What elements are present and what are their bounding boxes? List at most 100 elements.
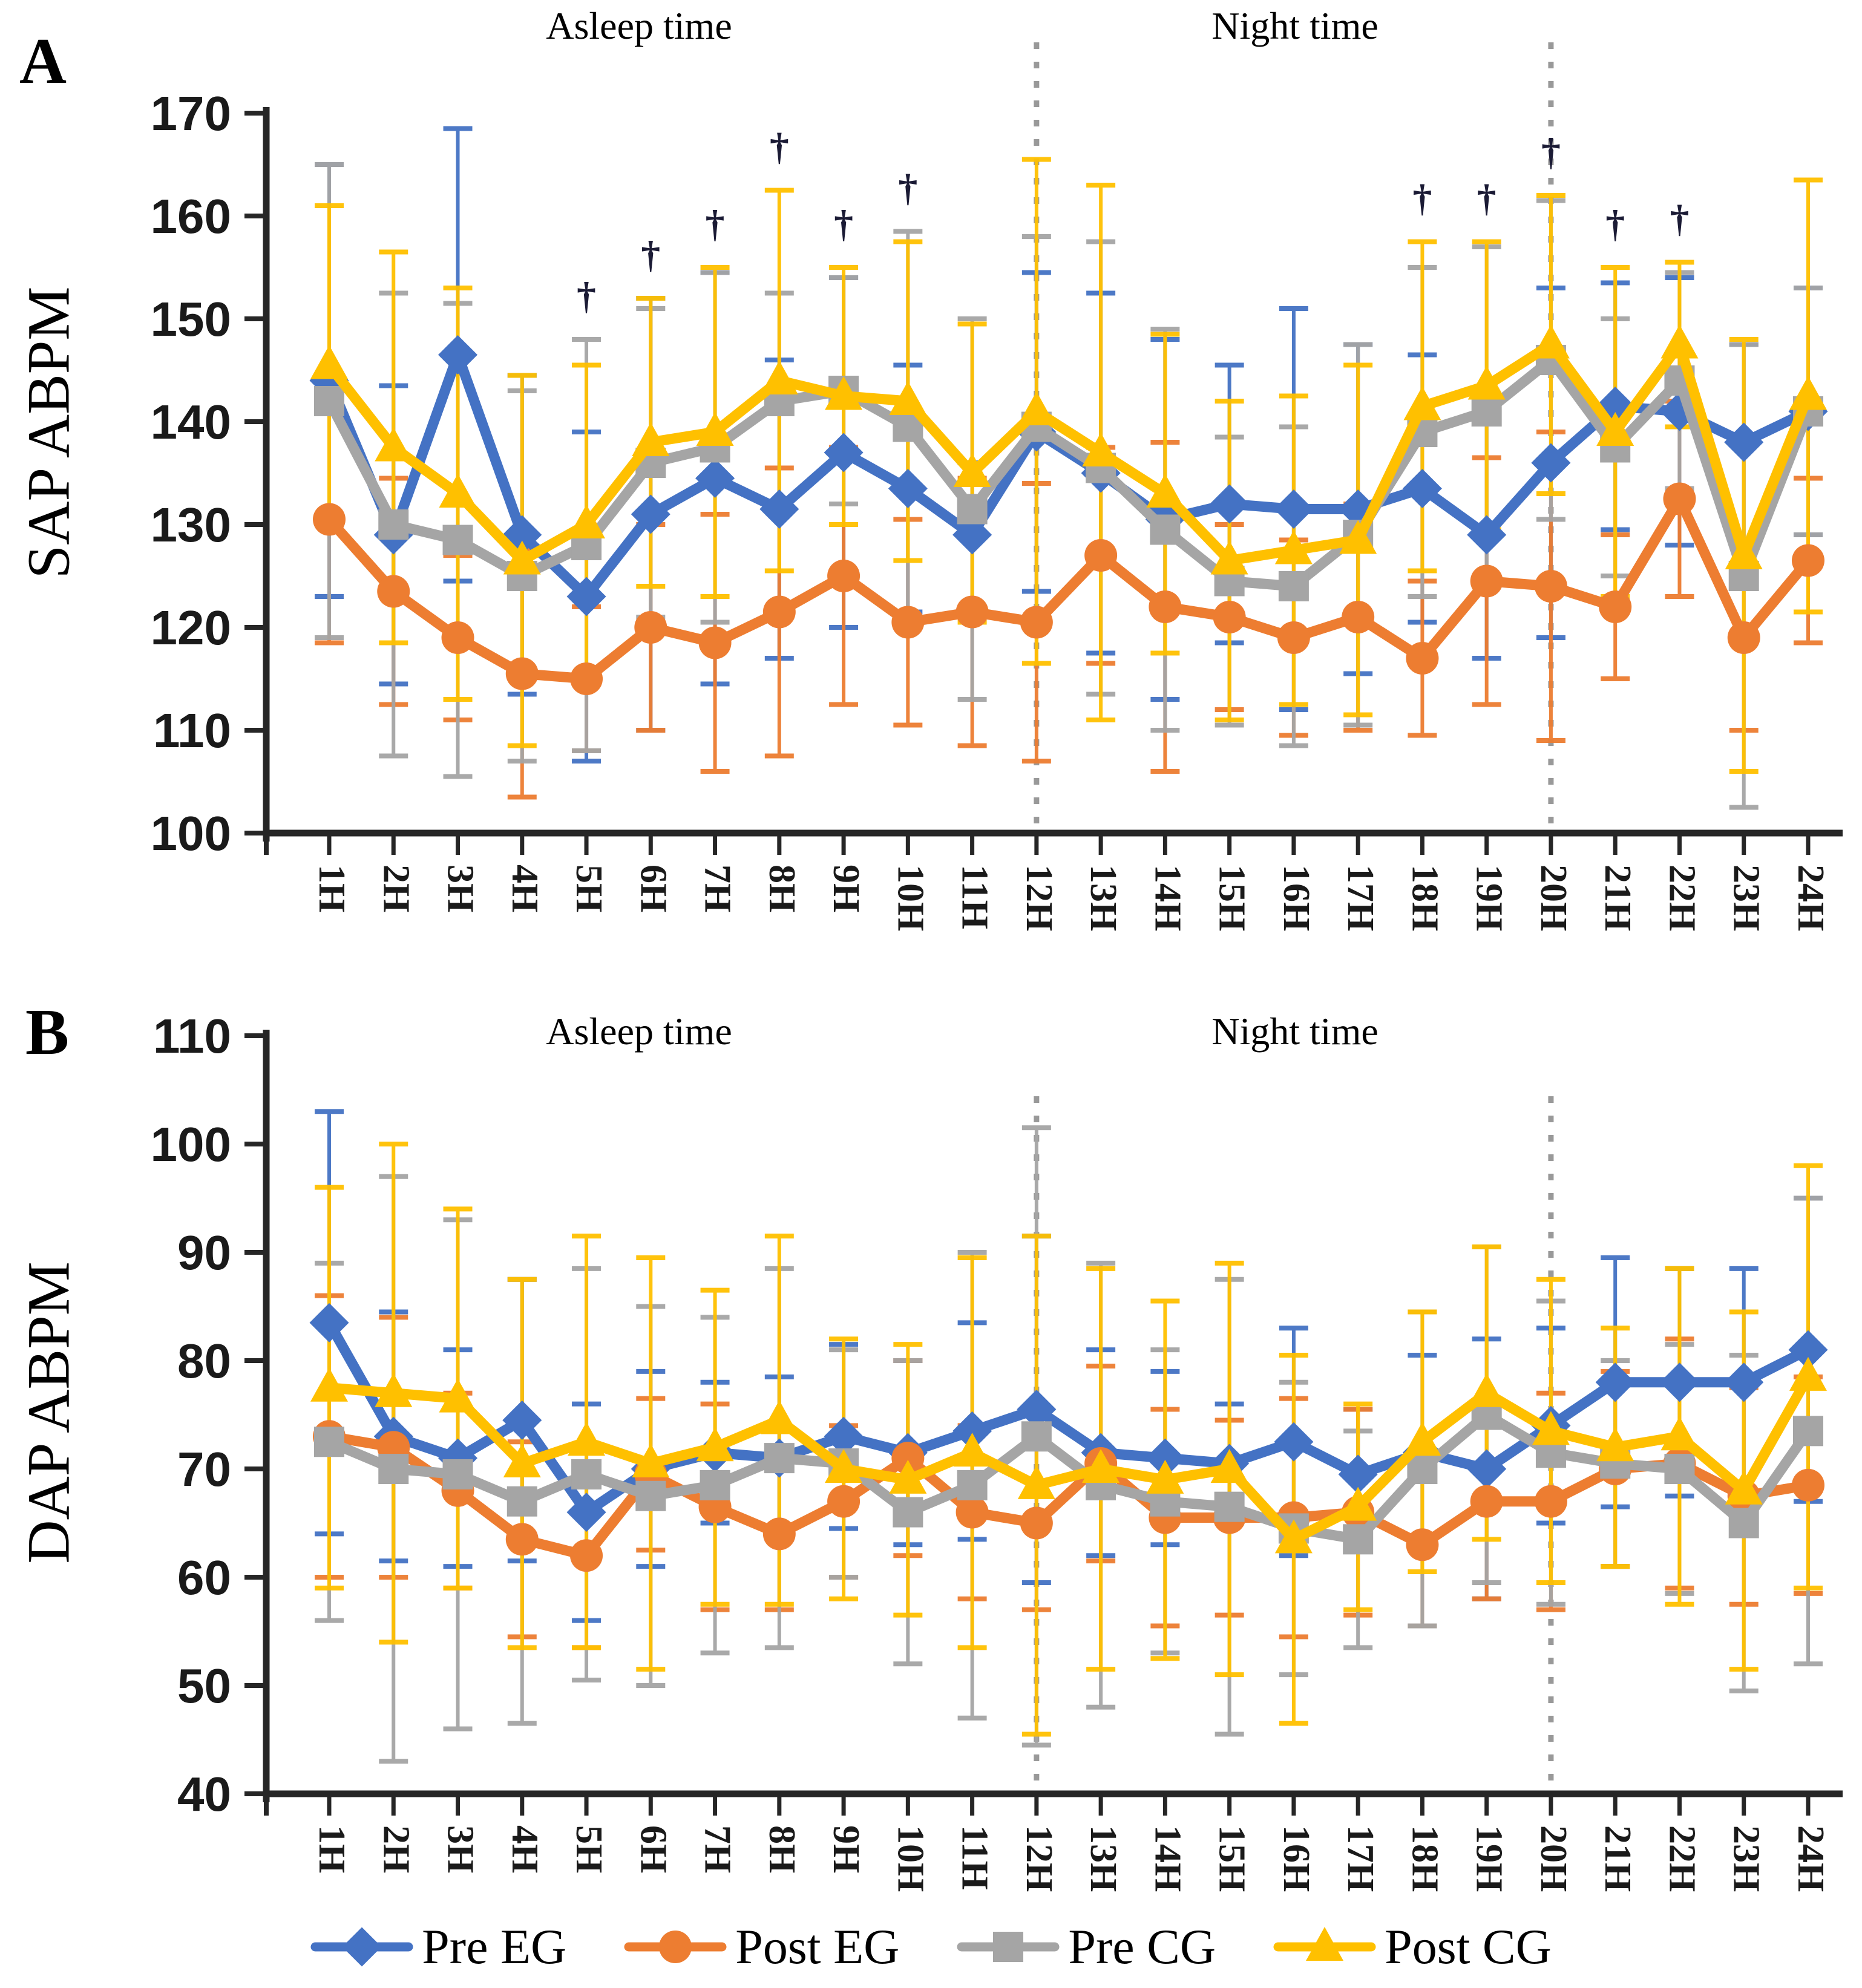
marker-triangle-post-cg-3H xyxy=(439,474,477,508)
legend-glyph-pre-cg xyxy=(993,1932,1024,1962)
marker-triangle-post-cg-2H xyxy=(375,1373,413,1407)
panel-b-x-label-11H: 11H xyxy=(954,1825,995,1890)
marker-square-pre-cg-11H xyxy=(957,1470,988,1500)
marker-square-pre-cg-6H xyxy=(635,1480,666,1511)
marker-diamond-pre-eg-20H xyxy=(1531,443,1571,483)
marker-circle-post-eg-12H xyxy=(1020,1506,1053,1540)
legend-marker-pre-cg-square-icon xyxy=(957,1932,1060,1962)
marker-square-pre-cg-12H xyxy=(1021,1421,1052,1452)
legend-label-post-cg: Post CG xyxy=(1385,1919,1552,1974)
panel-b-y-tick-label-90: 90 xyxy=(177,1226,231,1280)
marker-circle-post-eg-5H xyxy=(570,662,603,695)
marker-diamond-pre-eg-19H xyxy=(1467,515,1507,555)
panel-b-x-label-4H: 4H xyxy=(504,1825,545,1873)
panel-a-y-tick-label-160: 160 xyxy=(151,189,231,243)
legend-marker-pre-eg-diamond-icon xyxy=(310,1927,413,1967)
panel-b-x-label-14H: 14H xyxy=(1147,1825,1188,1892)
marker-circle-post-eg-9H xyxy=(827,1485,861,1518)
panel-b-x-label-10H: 10H xyxy=(890,1825,931,1892)
panel-a-error-bars-pre-cg xyxy=(315,162,1823,810)
marker-diamond-pre-eg-16H xyxy=(1274,1422,1314,1462)
panel-a-markers-post-eg xyxy=(313,482,1824,695)
marker-triangle-post-cg-13H xyxy=(1082,1449,1120,1483)
panel-b-y-tick-label-60: 60 xyxy=(177,1551,231,1604)
panel-b-y-tick-label-80: 80 xyxy=(177,1334,231,1388)
marker-triangle-post-cg-18H xyxy=(1403,1422,1441,1456)
marker-circle-post-eg-19H xyxy=(1470,1485,1503,1518)
panel-a-dagger-8H: † xyxy=(770,125,789,168)
panel-a-x-label-12H: 12H xyxy=(1018,865,1060,931)
marker-diamond-pre-eg-17H xyxy=(1338,1454,1378,1494)
marker-triangle-post-cg-3H xyxy=(439,1378,477,1413)
legend-glyph-post-cg xyxy=(1306,1927,1344,1961)
panel-a-dagger-21H: † xyxy=(1605,202,1625,245)
panel-b-x-label-22H: 22H xyxy=(1661,1825,1702,1892)
marker-diamond-pre-eg-14H xyxy=(1145,1438,1185,1478)
panel-a-x-label-6H: 6H xyxy=(632,865,674,912)
marker-square-pre-cg-15H xyxy=(1214,1491,1245,1522)
marker-circle-post-eg-11H xyxy=(956,595,989,629)
marker-triangle-post-cg-19H xyxy=(1467,365,1506,400)
marker-circle-post-eg-4H xyxy=(505,1523,539,1556)
marker-diamond-pre-eg-12H xyxy=(1017,1390,1057,1430)
marker-triangle-post-cg-20H xyxy=(1532,324,1570,359)
panel-a-x-label-8H: 8H xyxy=(761,865,802,912)
panel-b-x-label-7H: 7H xyxy=(697,1825,738,1873)
panel-b-x-label-15H: 15H xyxy=(1211,1825,1253,1892)
marker-triangle-post-cg-22H xyxy=(1660,324,1699,359)
legend-glyph-post-eg xyxy=(659,1931,692,1963)
marker-diamond-pre-eg-7H xyxy=(695,458,735,499)
panel-a-x-label-1H: 1H xyxy=(311,865,352,912)
marker-diamond-pre-eg-3H xyxy=(438,335,478,375)
panel-b-x-label-24H: 24H xyxy=(1790,1825,1831,1892)
panel-b-x-label-3H: 3H xyxy=(440,1825,481,1873)
panel-a-line-post-eg xyxy=(324,494,1814,684)
panel-a-x-label-24H: 24H xyxy=(1790,865,1831,931)
marker-diamond-pre-eg-18H xyxy=(1402,468,1442,509)
marker-circle-post-eg-9H xyxy=(827,560,861,592)
panel-a-x-label-3H: 3H xyxy=(440,865,481,912)
panel-a-y-tick-label-140: 140 xyxy=(151,395,231,449)
marker-triangle-post-cg-11H xyxy=(953,1433,991,1467)
marker-triangle-post-cg-16H xyxy=(1274,530,1313,564)
panel-b-x-label-9H: 9H xyxy=(825,1825,867,1873)
marker-triangle-post-cg-9H xyxy=(825,1449,863,1483)
marker-circle-post-eg-12H xyxy=(1020,606,1053,639)
marker-square-pre-cg-17H xyxy=(1343,1524,1374,1555)
panel-a-x-label-15H: 15H xyxy=(1211,865,1253,931)
panel-a-x-label-20H: 20H xyxy=(1533,865,1574,931)
panel-b-x-label-1H: 1H xyxy=(311,1825,352,1873)
marker-square-pre-cg-19H xyxy=(1471,396,1502,427)
marker-diamond-pre-eg-23H xyxy=(1724,422,1764,462)
marker-diamond-pre-eg-8H xyxy=(759,489,799,529)
panel-b-y-tick-label-40: 40 xyxy=(177,1767,231,1821)
marker-diamond-pre-eg-22H xyxy=(1659,1362,1699,1402)
marker-square-pre-cg-23H xyxy=(1728,1508,1759,1538)
marker-circle-post-eg-5H xyxy=(570,1539,603,1572)
panel-a-x-label-18H: 18H xyxy=(1404,865,1445,931)
marker-diamond-pre-eg-11H xyxy=(952,1411,992,1451)
marker-circle-post-eg-8H xyxy=(762,1517,796,1551)
panel-a-night-time-label: Night time xyxy=(1211,4,1378,47)
marker-triangle-post-cg-24H xyxy=(1789,376,1827,410)
panel-a-x-label-16H: 16H xyxy=(1276,865,1317,931)
marker-triangle-post-cg-7H xyxy=(696,1427,734,1462)
legend-item-post-cg: Post CG xyxy=(1273,1918,1552,1975)
marker-circle-post-eg-24H xyxy=(1791,1468,1824,1502)
marker-triangle-post-cg-9H xyxy=(825,376,863,410)
marker-circle-post-eg-13H xyxy=(1084,539,1118,572)
marker-square-pre-cg-3H xyxy=(442,1459,473,1489)
marker-diamond-pre-eg-9H xyxy=(824,1416,864,1456)
panel-a-x-label-7H: 7H xyxy=(697,865,738,912)
legend-label-pre-eg: Pre EG xyxy=(422,1919,567,1974)
panel-b-x-label-18H: 18H xyxy=(1404,1825,1445,1892)
panel-b-x-label-16H: 16H xyxy=(1276,1825,1317,1892)
panel-a-x-label-4H: 4H xyxy=(504,865,545,912)
panel-a-y-tick-label-100: 100 xyxy=(151,806,231,860)
marker-diamond-pre-eg-1H xyxy=(309,1303,349,1342)
marker-triangle-post-cg-10H xyxy=(889,1459,927,1494)
marker-diamond-pre-eg-9H xyxy=(824,433,864,472)
marker-triangle-post-cg-6H xyxy=(632,422,670,456)
panel-b-y-tick-label-110: 110 xyxy=(153,1009,231,1063)
